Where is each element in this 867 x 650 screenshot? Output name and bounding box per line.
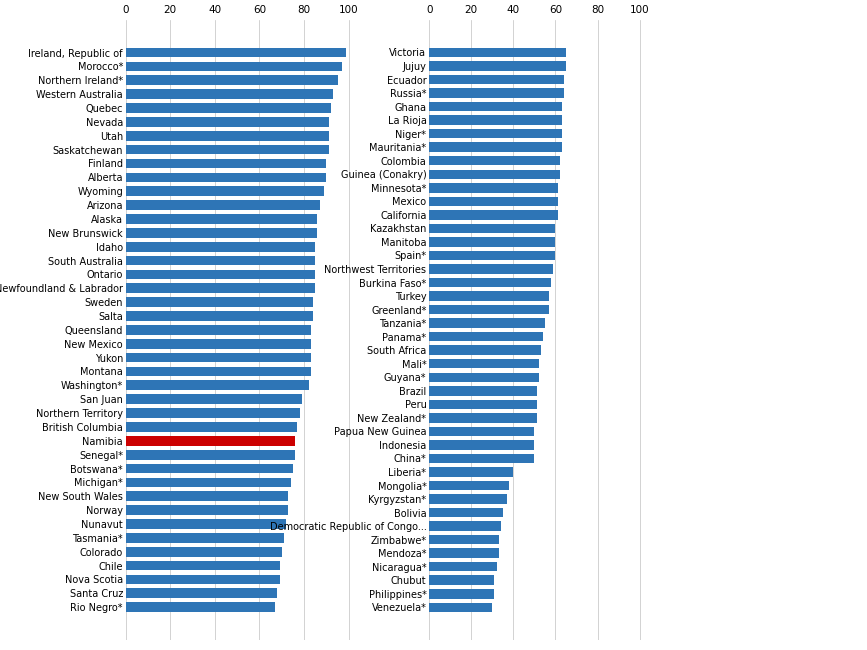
Bar — [126, 367, 310, 376]
Bar — [429, 508, 503, 517]
Bar — [429, 426, 534, 436]
Bar — [429, 278, 551, 287]
Bar — [429, 440, 534, 450]
Text: 2021, the: 2021, the — [727, 382, 796, 395]
Bar — [429, 521, 501, 531]
Bar — [126, 408, 300, 418]
Bar — [429, 305, 549, 315]
Bar — [429, 345, 541, 355]
Bar — [429, 467, 513, 476]
Bar — [429, 156, 560, 166]
Bar — [126, 380, 309, 390]
Text: absolute: absolute — [730, 407, 792, 420]
Text: Namibia: Namibia — [732, 233, 791, 246]
Bar — [429, 237, 556, 246]
Bar — [126, 603, 275, 612]
Bar — [126, 187, 324, 196]
Bar — [429, 291, 549, 301]
Bar — [429, 372, 538, 382]
Bar — [126, 339, 310, 348]
Bar — [429, 589, 494, 599]
Bar — [126, 547, 282, 556]
Bar — [429, 318, 545, 328]
Bar — [429, 88, 564, 98]
Bar — [126, 89, 333, 99]
Text: Although: Although — [728, 207, 794, 220]
Bar — [429, 400, 537, 409]
Bar — [126, 311, 313, 321]
Bar — [126, 145, 329, 155]
Text: increase in: increase in — [721, 432, 801, 445]
Text: position: position — [732, 358, 791, 370]
Bar — [429, 332, 543, 341]
Bar — [126, 117, 329, 127]
Bar — [429, 494, 507, 504]
Bar — [126, 103, 331, 113]
Bar — [126, 297, 313, 307]
Bar — [126, 588, 277, 598]
Bar — [429, 224, 556, 233]
Bar — [126, 422, 297, 432]
Bar — [429, 210, 557, 220]
Bar — [429, 359, 538, 369]
Bar — [126, 270, 316, 280]
Bar — [126, 575, 279, 584]
Bar — [429, 386, 537, 395]
Bar — [429, 75, 564, 84]
Bar — [126, 395, 302, 404]
Bar — [126, 159, 326, 168]
Bar — [126, 214, 317, 224]
Bar — [126, 519, 286, 529]
Bar — [429, 142, 562, 152]
Bar — [126, 561, 279, 571]
Bar — [429, 170, 560, 179]
Text: position in: position in — [723, 307, 799, 320]
Bar — [429, 196, 557, 206]
Bar — [429, 575, 494, 585]
Bar — [126, 255, 316, 265]
Bar — [126, 47, 347, 57]
Bar — [126, 62, 342, 72]
Text: 2020 to 29$^{th}$: 2020 to 29$^{th}$ — [718, 332, 805, 348]
Bar — [429, 413, 537, 423]
Bar — [126, 172, 326, 182]
Bar — [126, 325, 310, 335]
Bar — [429, 251, 556, 260]
Bar — [126, 450, 295, 460]
Text: improved: improved — [727, 257, 795, 270]
Bar — [429, 61, 566, 71]
Text: PPI remains: PPI remains — [719, 457, 804, 470]
Bar — [429, 562, 497, 571]
Bar — [429, 603, 492, 612]
Bar — [126, 436, 295, 446]
Bar — [126, 533, 284, 543]
Bar — [126, 75, 337, 85]
Bar — [429, 481, 509, 490]
Bar — [429, 129, 562, 138]
Bar — [126, 200, 320, 210]
Bar — [429, 265, 553, 274]
Bar — [126, 353, 310, 363]
Bar — [126, 131, 329, 140]
Bar — [429, 183, 557, 192]
Bar — [126, 228, 317, 238]
Bar — [429, 549, 499, 558]
Bar — [429, 454, 534, 463]
Bar — [126, 242, 316, 252]
Text: marginal: marginal — [729, 482, 793, 495]
Bar — [126, 463, 293, 473]
Bar — [126, 505, 289, 515]
Bar — [126, 491, 289, 501]
Text: from 47$^{th}$: from 47$^{th}$ — [727, 282, 795, 298]
Bar — [126, 478, 290, 488]
Bar — [429, 102, 562, 111]
Bar — [429, 116, 562, 125]
Bar — [126, 283, 316, 293]
Bar — [429, 535, 499, 544]
Bar — [429, 47, 566, 57]
